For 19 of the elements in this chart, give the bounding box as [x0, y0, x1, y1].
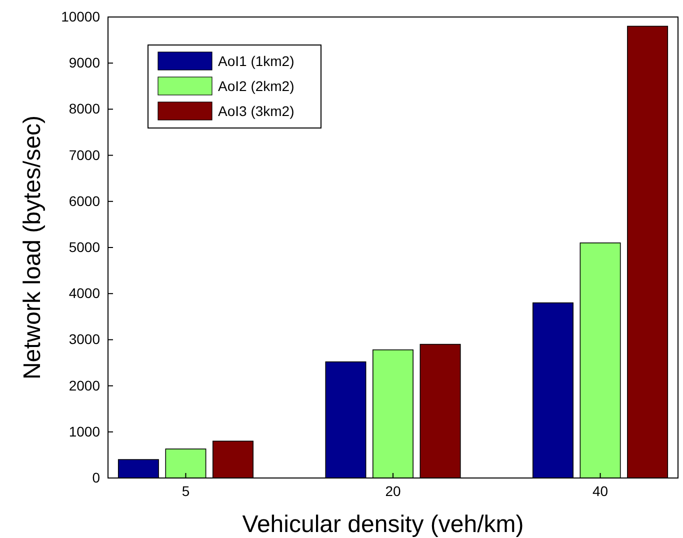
x-axis-title: Vehicular density (veh/km): [242, 511, 524, 538]
x-tick-label: 40: [592, 482, 608, 499]
y-tick-label: 9000: [68, 54, 100, 71]
y-tick-label: 1000: [68, 423, 100, 440]
y-axis-title: Network load (bytes/sec): [19, 115, 46, 380]
y-tick-label: 3000: [68, 331, 100, 348]
y-tick-label: 4000: [68, 285, 100, 302]
legend-label: AoI3 (3km2): [218, 103, 294, 119]
y-tick-label: 8000: [68, 100, 100, 117]
y-tick-label: 6000: [68, 192, 100, 209]
x-tick-label: 5: [182, 482, 190, 499]
y-tick-label: 5000: [68, 238, 100, 255]
y-tick-label: 7000: [68, 146, 100, 163]
legend-label: AoI1 (1km2): [218, 53, 294, 69]
x-tick-label: 20: [385, 482, 401, 499]
y-tick-label: 10000: [61, 8, 100, 24]
y-tick-label: 2000: [68, 377, 100, 394]
legend-label: AoI2 (2km2): [218, 78, 294, 94]
y-tick-label: 0: [92, 469, 100, 486]
